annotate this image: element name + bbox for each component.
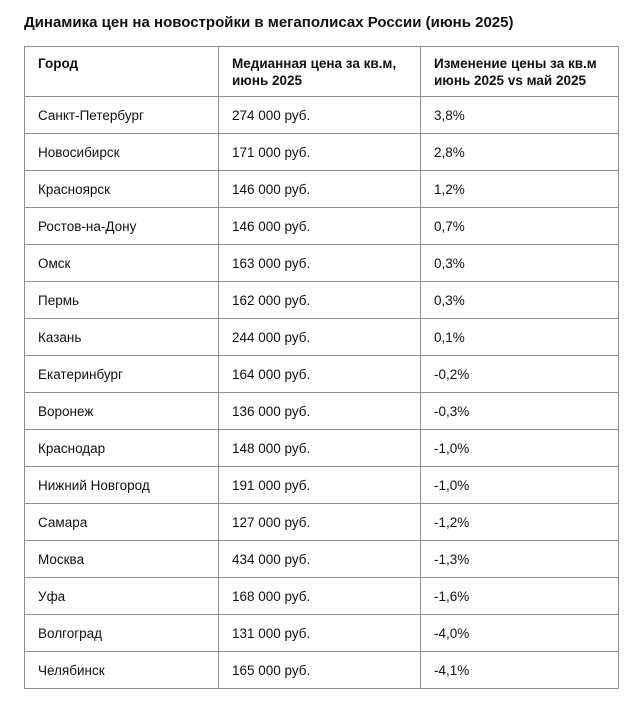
- price-cell: 191 000 руб.: [218, 466, 421, 504]
- table-row: Санкт-Петербург 274 000 руб. 3,8%: [24, 96, 619, 134]
- city-cell: Волгоград: [24, 614, 219, 652]
- table-row: Нижний Новгород 191 000 руб. -1,0%: [24, 466, 619, 504]
- city-cell: Нижний Новгород: [24, 466, 219, 504]
- table-row: Омск 163 000 руб. 0,3%: [24, 244, 619, 282]
- change-cell: 0,3%: [420, 281, 619, 319]
- change-cell: -4,0%: [420, 614, 619, 652]
- table-row: Челябинск 165 000 руб. -4,1%: [24, 651, 619, 689]
- city-cell: Санкт-Петербург: [24, 96, 219, 134]
- city-cell: Ростов-на-Дону: [24, 207, 219, 245]
- price-cell: 168 000 руб.: [218, 577, 421, 615]
- price-cell: 434 000 руб.: [218, 540, 421, 578]
- price-cell: 164 000 руб.: [218, 355, 421, 393]
- change-cell: 0,3%: [420, 244, 619, 282]
- city-cell: Краснодар: [24, 429, 219, 467]
- table-row: Воронеж 136 000 руб. -0,3%: [24, 392, 619, 430]
- price-cell: 148 000 руб.: [218, 429, 421, 467]
- city-cell: Уфа: [24, 577, 219, 615]
- price-table: Город Медианная цена за кв.м, июнь 2025 …: [24, 46, 619, 689]
- city-cell: Челябинск: [24, 651, 219, 689]
- change-cell: -1,0%: [420, 466, 619, 504]
- page-title: Динамика цен на новостройки в мегаполиса…: [24, 14, 514, 31]
- city-cell: Омск: [24, 244, 219, 282]
- city-cell: Новосибирск: [24, 133, 219, 171]
- price-cell: 136 000 руб.: [218, 392, 421, 430]
- price-cell: 127 000 руб.: [218, 503, 421, 541]
- table-row: Краснодар 148 000 руб. -1,0%: [24, 429, 619, 467]
- change-cell: -1,0%: [420, 429, 619, 467]
- table-body: Санкт-Петербург 274 000 руб. 3,8% Новоси…: [24, 96, 619, 689]
- header-change: Изменение цены за кв.м июнь 2025 vs май …: [420, 46, 619, 97]
- city-cell: Пермь: [24, 281, 219, 319]
- price-cell: 171 000 руб.: [218, 133, 421, 171]
- change-cell: 2,8%: [420, 133, 619, 171]
- city-cell: Казань: [24, 318, 219, 356]
- city-cell: Екатеринбург: [24, 355, 219, 393]
- city-cell: Самара: [24, 503, 219, 541]
- table-row: Казань 244 000 руб. 0,1%: [24, 318, 619, 356]
- table-row: Москва 434 000 руб. -1,3%: [24, 540, 619, 578]
- change-cell: -0,3%: [420, 392, 619, 430]
- price-cell: 274 000 руб.: [218, 96, 421, 134]
- city-cell: Москва: [24, 540, 219, 578]
- table-row: Самара 127 000 руб. -1,2%: [24, 503, 619, 541]
- price-cell: 146 000 руб.: [218, 207, 421, 245]
- change-cell: -1,2%: [420, 503, 619, 541]
- change-cell: -0,2%: [420, 355, 619, 393]
- table-header: Город Медианная цена за кв.м, июнь 2025 …: [24, 46, 619, 97]
- table-row: Новосибирск 171 000 руб. 2,8%: [24, 133, 619, 171]
- header-price: Медианная цена за кв.м, июнь 2025: [218, 46, 421, 97]
- change-cell: 0,1%: [420, 318, 619, 356]
- city-cell: Воронеж: [24, 392, 219, 430]
- table-row: Екатеринбург 164 000 руб. -0,2%: [24, 355, 619, 393]
- table-row: Пермь 162 000 руб. 0,3%: [24, 281, 619, 319]
- change-cell: 0,7%: [420, 207, 619, 245]
- price-cell: 163 000 руб.: [218, 244, 421, 282]
- table-row: Ростов-на-Дону 146 000 руб. 0,7%: [24, 207, 619, 245]
- change-cell: 1,2%: [420, 170, 619, 208]
- header-row: Город Медианная цена за кв.м, июнь 2025 …: [24, 46, 619, 97]
- change-cell: -1,6%: [420, 577, 619, 615]
- price-cell: 165 000 руб.: [218, 651, 421, 689]
- price-cell: 162 000 руб.: [218, 281, 421, 319]
- change-cell: -4,1%: [420, 651, 619, 689]
- city-cell: Красноярск: [24, 170, 219, 208]
- change-cell: -1,3%: [420, 540, 619, 578]
- table-row: Уфа 168 000 руб. -1,6%: [24, 577, 619, 615]
- header-city: Город: [24, 46, 219, 97]
- table-row: Красноярск 146 000 руб. 1,2%: [24, 170, 619, 208]
- table-row: Волгоград 131 000 руб. -4,0%: [24, 614, 619, 652]
- price-cell: 131 000 руб.: [218, 614, 421, 652]
- price-cell: 244 000 руб.: [218, 318, 421, 356]
- price-cell: 146 000 руб.: [218, 170, 421, 208]
- change-cell: 3,8%: [420, 96, 619, 134]
